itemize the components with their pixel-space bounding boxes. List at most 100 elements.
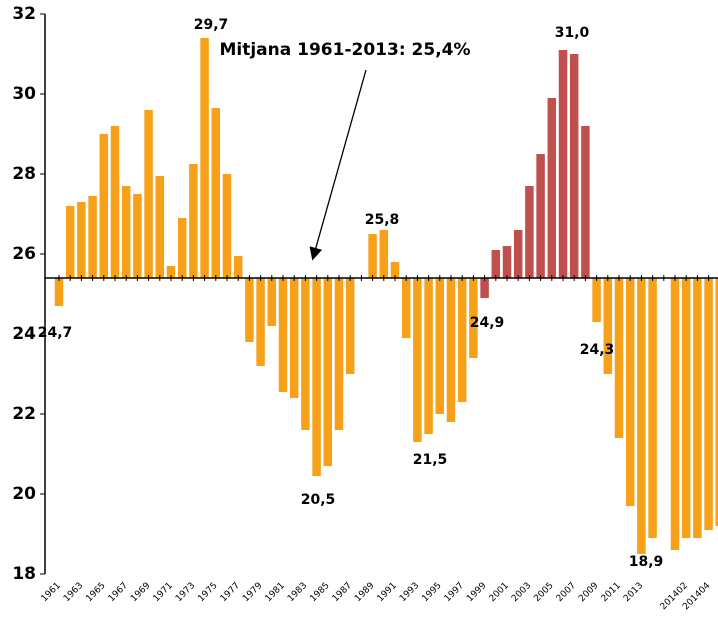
bar [88,196,97,278]
y-tick-label: 20 [12,484,36,504]
x-tick-label: 1981 [264,581,287,604]
y-tick-label: 26 [12,244,36,264]
bar [301,278,310,430]
bar [681,278,691,538]
bar [435,278,445,414]
y-tick-label: 30 [12,84,36,104]
bar [312,278,321,476]
bar [99,134,109,278]
bar [648,278,657,538]
x-tick-label: 1999 [465,581,488,604]
bar [166,266,176,278]
bar [401,278,411,338]
bar [625,278,635,506]
x-tick-label: 1985 [308,581,331,604]
bar [581,126,590,278]
mean-label: Mitjana 1961-2013: 25,4% [219,40,470,60]
x-tick-label: 1997 [443,581,466,604]
x-tick-label: 1975 [196,581,219,604]
bar [133,194,142,278]
x-tick-label: 2003 [510,581,533,604]
y-tick-label: 24 [12,324,36,344]
data-label: 18,9 [629,554,664,570]
x-tick-label: 1977 [219,581,242,604]
data-label: 24,3 [580,342,615,358]
bar [614,278,624,438]
data-label: 24,9 [470,315,505,331]
x-tick-label: 1973 [174,581,197,604]
bar [233,256,243,278]
bar [446,278,456,422]
y-tick-label: 22 [12,404,36,424]
data-label: 21,5 [413,452,448,468]
y-tick-label: 18 [12,564,36,584]
x-tick-label: 1993 [398,581,421,604]
bar [704,278,713,530]
data-label: 20,5 [301,492,336,508]
bar [693,278,702,538]
x-tick-label: 1979 [241,581,264,604]
bar [480,278,489,298]
bar [513,230,523,278]
bar [177,218,187,278]
bar [222,174,232,278]
bar [413,278,422,442]
bar [715,278,718,526]
bar [424,278,433,434]
y-tick-label: 28 [12,164,36,184]
bar [144,110,153,278]
x-tick-label: 2007 [555,581,578,604]
x-tick-label: 1961 [40,581,63,604]
bar [569,54,579,278]
data-label: 29,7 [194,17,229,33]
x-tick-label: 1963 [62,581,85,604]
x-tick-label: 2009 [577,581,600,604]
bar [525,186,534,278]
x-tick-label: 1995 [420,581,443,604]
x-tick-label: 2001 [488,581,511,604]
bar [603,278,613,374]
bar [379,230,389,278]
bar [54,278,64,306]
x-tick-label: 1991 [376,581,399,604]
arrow [309,69,367,261]
bar [345,278,355,374]
bar [592,278,601,322]
bar [334,278,344,430]
data-label: 31,0 [555,25,590,41]
x-tick-label: 1965 [84,581,107,604]
bar [211,108,221,278]
bar [256,278,265,366]
x-tick-label: 1987 [331,581,354,604]
y-tick-label: 32 [12,4,36,24]
bar [390,262,400,278]
x-tick-label: 1967 [107,581,130,604]
bar [323,278,333,466]
bar [491,250,501,278]
bar [110,126,120,278]
x-tick-label: 1971 [152,581,175,604]
x-tick-label: 1969 [129,581,152,604]
x-tick-label: 2005 [532,581,555,604]
bar [670,278,680,550]
bar [65,206,75,278]
bar [278,278,288,392]
bar [155,176,165,278]
bar [547,98,557,278]
bar [536,154,545,278]
bar [368,234,377,278]
x-tick-label: 1989 [353,581,376,604]
bar [558,50,568,278]
bar [457,278,467,402]
bar [637,278,646,554]
data-label: 24,7 [38,325,73,341]
bar [245,278,254,342]
data-label: 25,8 [365,212,400,228]
bar [502,246,512,278]
bar [289,278,299,398]
bar [267,278,277,326]
bar [77,202,86,278]
bar [200,38,209,278]
x-tick-label: 2013 [622,581,645,604]
